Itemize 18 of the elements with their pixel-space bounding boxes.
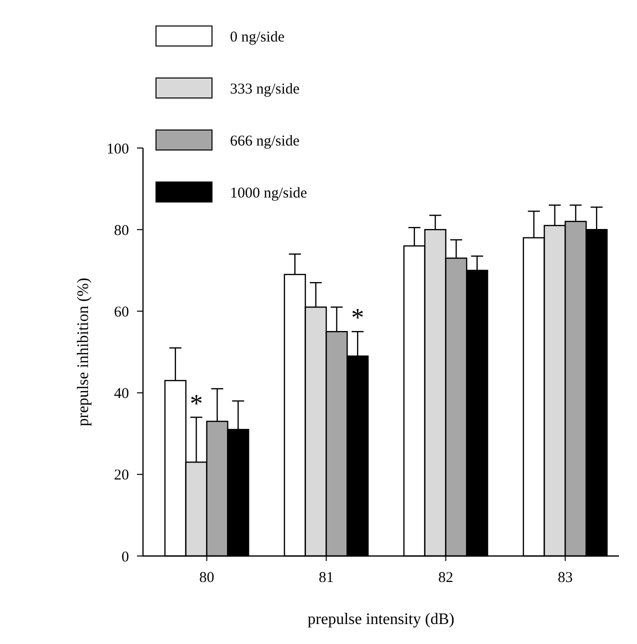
y-tick-label: 80 [114, 222, 129, 239]
legend-label: 1000 ng/side [230, 185, 308, 202]
y-tick-label: 60 [114, 304, 129, 320]
legend-label: 666 ng/side [230, 133, 300, 150]
x-tick-label: 82 [438, 570, 454, 586]
x-tick-label: 81 [318, 570, 334, 586]
legend-label: 333 ng/side [230, 81, 300, 98]
y-tick-label: 40 [114, 386, 129, 402]
annotation: * [190, 388, 203, 418]
y-tick-label: 0 [122, 549, 129, 566]
x-tick-label: 80 [199, 570, 214, 586]
annotation: * [351, 303, 364, 332]
x-axis-title: prepulse intensity (dB) [308, 611, 454, 628]
y-tick-label: 20 [114, 468, 129, 484]
y-tick-label: 100 [106, 141, 129, 158]
legend-label: 0 ng/side [230, 29, 285, 46]
y-axis-title: prepulse inhibition (%) [75, 278, 92, 426]
x-tick-label: 83 [558, 570, 573, 586]
